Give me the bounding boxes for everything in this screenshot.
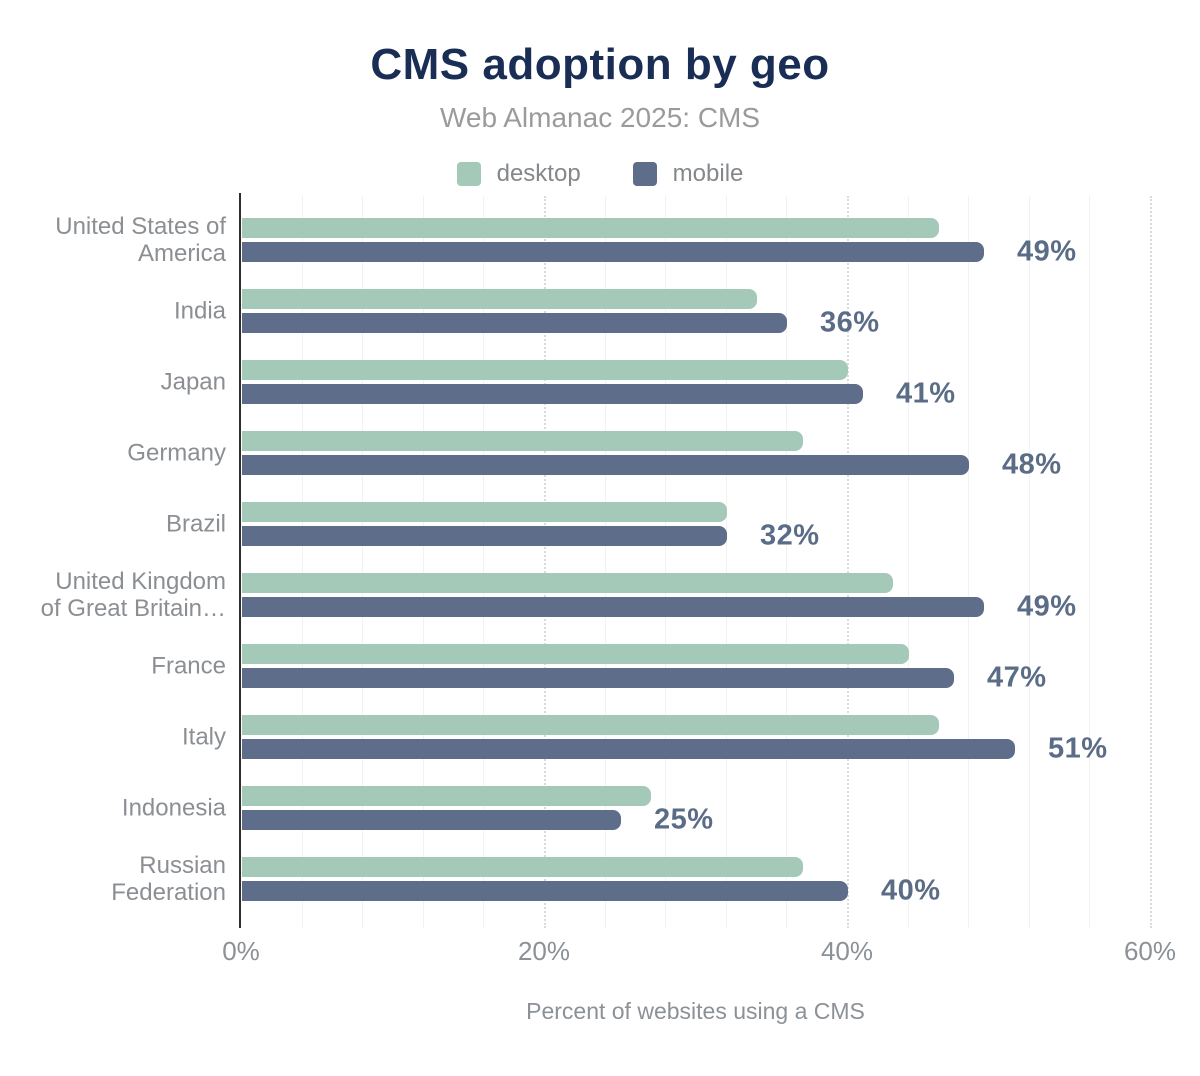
desktop-swatch-icon [456,162,481,186]
category-label: Germany [127,439,226,467]
minor-gridline [908,196,909,928]
minor-gridline [968,196,969,928]
major-gridline [1150,196,1152,928]
x-tick-label: 20% [517,936,571,966]
desktop-bar[interactable] [242,431,803,451]
x-tick-label: 40% [820,936,874,966]
desktop-bar[interactable] [242,644,909,664]
category-label: Indonesia [121,794,226,822]
legend-label-desktop: desktop [496,160,581,187]
y-axis-line [239,193,241,928]
value-label: 47% [987,661,1047,694]
desktop-bar[interactable] [242,502,727,522]
desktop-bar[interactable] [242,289,757,309]
category-label: United States of America [55,213,226,267]
value-label: 48% [1002,448,1062,481]
category-label: United Kingdom of Great Britain… [40,568,226,622]
mobile-bar[interactable] [242,597,984,617]
x-tick-label: 0% [222,936,260,966]
value-label: 41% [896,377,956,410]
mobile-bar[interactable] [242,810,621,830]
desktop-bar[interactable] [242,715,939,735]
minor-gridline [665,196,666,928]
value-label: 51% [1048,732,1108,765]
chart-title: CMS adoption by geo [370,40,830,89]
legend-item-mobile[interactable]: mobile [632,160,744,188]
minor-gridline [1029,196,1030,928]
minor-gridline [423,196,424,928]
desktop-bar[interactable] [242,786,651,806]
value-label: 36% [820,306,880,339]
minor-gridline [786,196,787,928]
desktop-bar[interactable] [242,573,893,593]
major-gridline [847,196,849,928]
desktop-bar[interactable] [242,218,939,238]
value-label: 25% [654,803,714,836]
mobile-bar[interactable] [242,313,787,333]
minor-gridline [605,196,606,928]
legend-item-desktop[interactable]: desktop [456,160,581,188]
desktop-bar[interactable] [242,360,848,380]
category-label: Italy [181,723,226,751]
mobile-bar[interactable] [242,881,848,901]
legend-label-mobile: mobile [672,160,744,187]
mobile-bar[interactable] [242,526,727,546]
value-label: 49% [1017,590,1077,623]
mobile-bar[interactable] [242,455,969,475]
value-label: 32% [760,519,820,552]
mobile-bar[interactable] [242,384,863,404]
mobile-bar[interactable] [242,739,1015,759]
category-label: France [151,652,226,680]
value-label: 40% [881,874,941,907]
minor-gridline [302,196,303,928]
mobile-bar[interactable] [242,242,984,262]
category-label: India [173,297,226,325]
category-label: Japan [160,368,226,396]
mobile-swatch-icon [632,162,657,186]
category-label: Russian Federation [111,852,226,906]
x-tick-label: 60% [1123,936,1177,966]
minor-gridline [362,196,363,928]
value-label: 49% [1017,235,1077,268]
desktop-bar[interactable] [242,857,803,877]
minor-gridline [726,196,727,928]
x-axis-title: Percent of websites using a CMS [526,998,865,1024]
chart-subtitle: Web Almanac 2025: CMS [439,102,761,133]
legend: desktop mobile [0,160,1200,188]
major-gridline [544,196,546,928]
minor-gridline [483,196,484,928]
mobile-bar[interactable] [242,668,954,688]
minor-gridline [1089,196,1090,928]
category-label: Brazil [165,510,226,538]
